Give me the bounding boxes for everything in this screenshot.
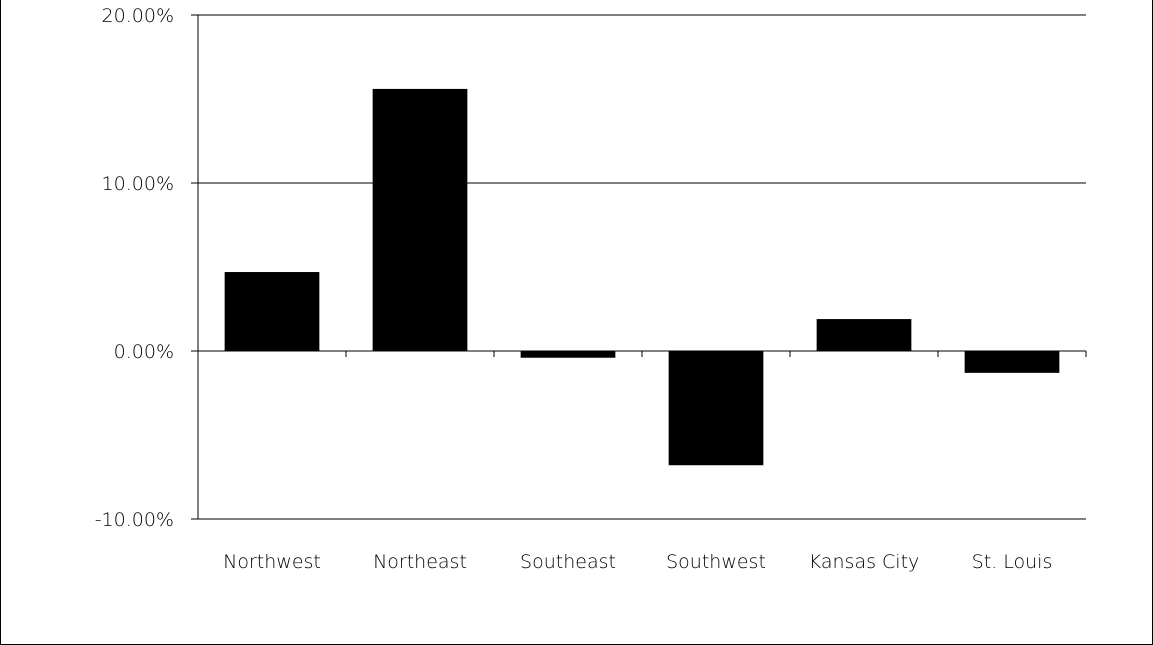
- bar-southwest: [668, 351, 764, 466]
- bar-kansas-city: [816, 319, 912, 351]
- x-tick-label: Kansas City: [809, 551, 920, 573]
- y-tick-label: -10.00%: [95, 509, 174, 531]
- x-tick-label: St. Louis: [972, 551, 1053, 573]
- y-tick-labels: -10.00% 0.00% 10.00% 20.00%: [95, 5, 174, 531]
- bar-northeast: [372, 88, 468, 352]
- y-tick-label: 20.00%: [102, 5, 174, 27]
- x-tick-labels: Northwest Northeast Southeast Southwest Kans…: [223, 551, 1052, 573]
- bar-st-louis: [964, 351, 1060, 373]
- y-tick-label: 10.00%: [102, 173, 174, 195]
- bar-northwest: [224, 272, 320, 351]
- x-tick-label: Southwest: [666, 551, 766, 573]
- x-tick-label: Northwest: [223, 551, 321, 573]
- x-tick-label: Southeast: [520, 551, 616, 573]
- axes: [191, 14, 1087, 520]
- gridlines: [198, 14, 1086, 520]
- bar-southeast: [520, 351, 616, 358]
- y-tick-label: 0.00%: [114, 341, 174, 363]
- x-tick-label: Northeast: [373, 551, 467, 573]
- bars: [224, 88, 1060, 466]
